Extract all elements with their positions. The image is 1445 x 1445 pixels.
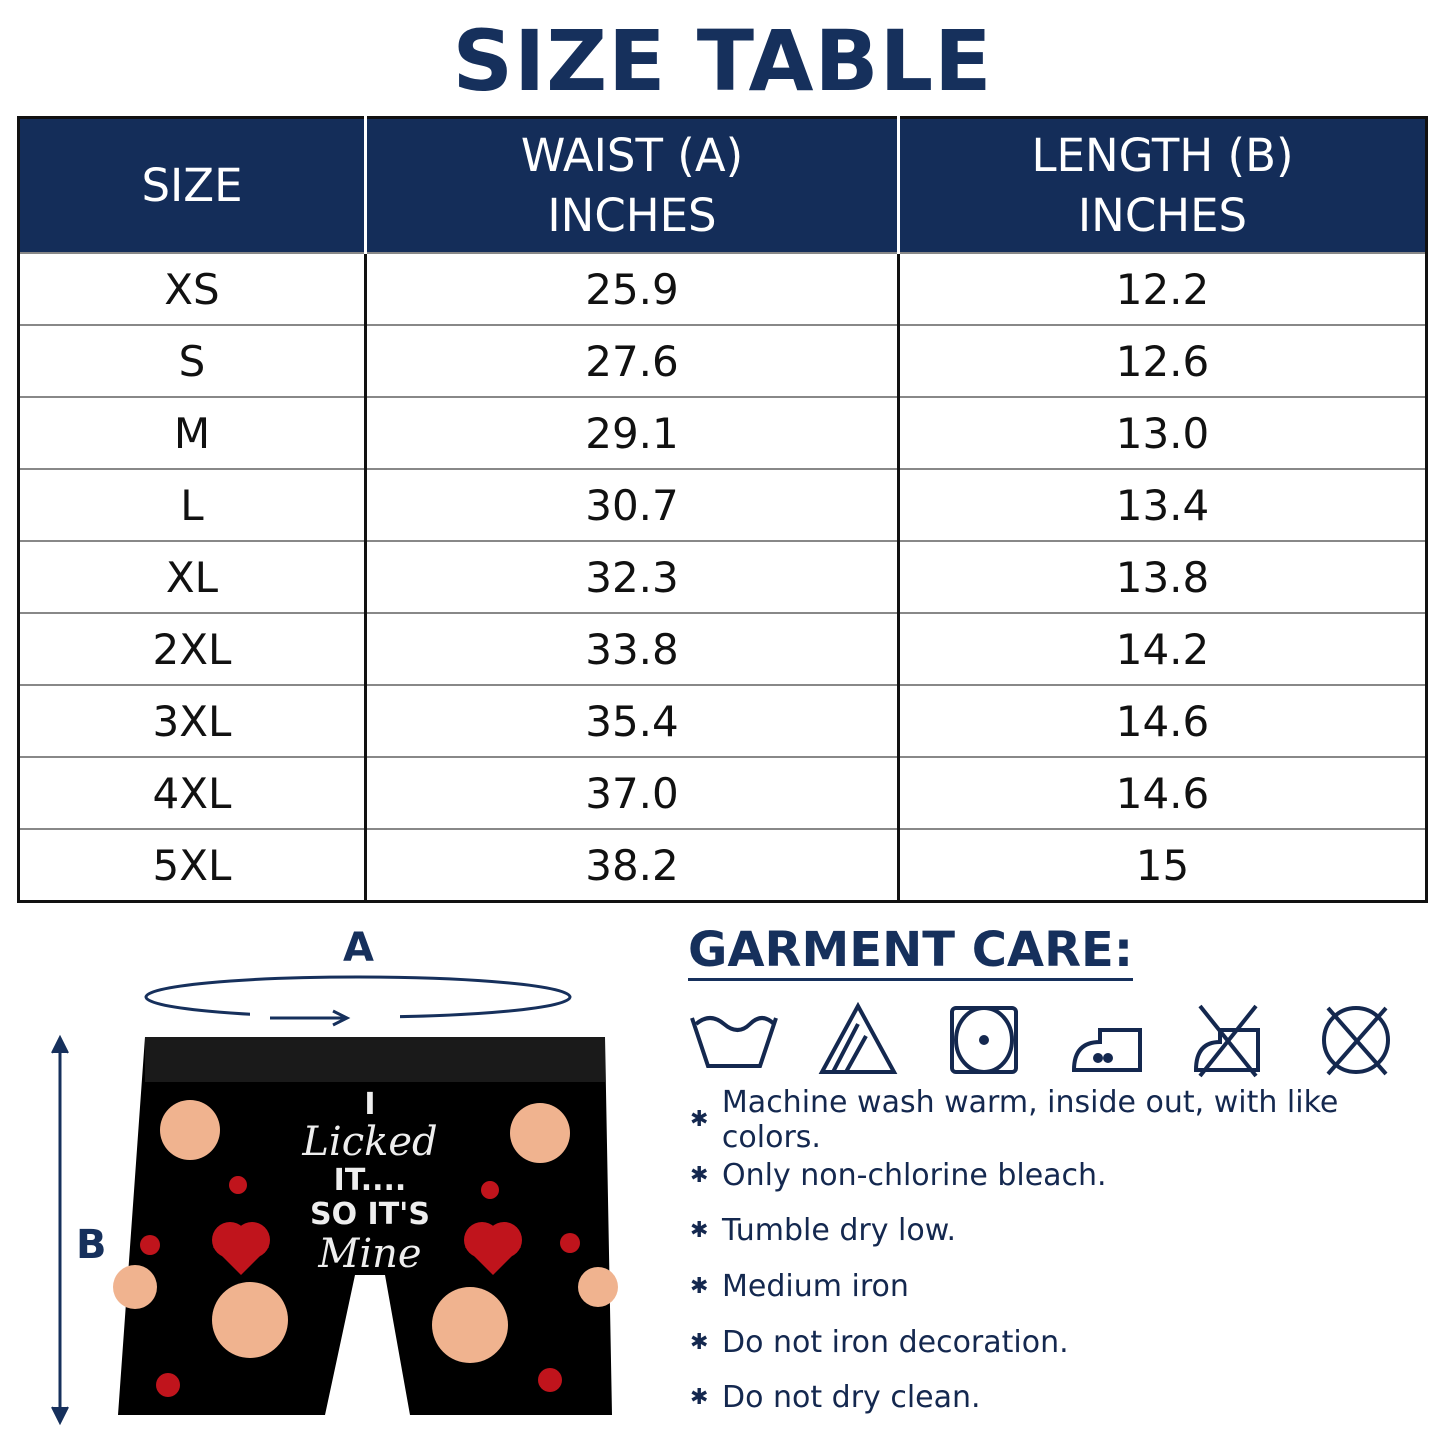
care-instructions: ✱ Machine wash warm, inside out, with lik…	[690, 1085, 1445, 1426]
table-header-row: SIZE WAIST (A) INCHES LENGTH (B) INCHES	[18, 117, 1427, 253]
do-not-iron-icon	[1193, 1004, 1260, 1078]
do-not-dry-clean-icon	[1322, 1006, 1390, 1076]
length-cell: 13.4	[897, 468, 1427, 541]
size-cell: M	[18, 396, 366, 469]
slogan-line: IT....	[333, 1163, 407, 1198]
length-cell: 15	[897, 828, 1427, 902]
size-cell: XS	[18, 252, 366, 325]
size-cell: 2XL	[18, 612, 366, 685]
table-row: 2XL 33.8 14.2	[18, 612, 1427, 685]
waist-cell: 33.8	[364, 612, 899, 685]
medium-iron-icon	[1071, 1028, 1142, 1072]
waist-cell: 25.9	[364, 252, 899, 325]
bullet-icon: ✱	[690, 1274, 709, 1300]
size-cell: L	[18, 468, 366, 541]
care-text: Tumble dry low.	[722, 1213, 957, 1249]
header-text: WAIST (A)	[520, 128, 744, 182]
waist-cell: 35.4	[364, 684, 899, 757]
table-row: XS 25.9 12.2	[18, 252, 1427, 325]
size-cell: XL	[18, 540, 366, 613]
care-text: Only non-chlorine bleach.	[722, 1157, 1107, 1193]
length-cell: 12.6	[897, 324, 1427, 397]
waist-cell: 37.0	[364, 756, 899, 829]
bullet-icon: ✱	[690, 1218, 709, 1244]
tumble-dry-low-icon	[950, 1006, 1018, 1074]
length-arrow-icon	[51, 1034, 69, 1426]
size-cell: 4XL	[18, 756, 366, 829]
care-text: Do not iron decoration.	[722, 1324, 1069, 1360]
wash-warm-icon	[690, 1016, 778, 1068]
table-row: S 27.6 12.6	[18, 324, 1427, 397]
size-cell: 5XL	[18, 828, 366, 902]
header-unit: INCHES	[1077, 188, 1248, 242]
table-row: 5XL 38.2 15	[18, 828, 1427, 902]
care-icons	[690, 1002, 1390, 1078]
header-unit: INCHES	[547, 188, 717, 242]
heart-prints	[140, 1176, 580, 1397]
table-row: 4XL 37.0 14.6	[18, 756, 1427, 829]
slogan-line: I	[364, 1087, 376, 1122]
header-text: LENGTH (B)	[1031, 128, 1294, 182]
slogan-line: SO IT'S	[310, 1197, 430, 1232]
length-cell: 14.6	[897, 756, 1427, 829]
header-length: LENGTH (B) INCHES	[897, 117, 1427, 253]
bullet-icon: ✱	[690, 1385, 709, 1411]
waist-cell: 32.3	[364, 540, 899, 613]
care-text: Do not dry clean.	[722, 1380, 981, 1416]
care-item: ✱ Only non-chlorine bleach.	[690, 1148, 1445, 1204]
label-a: A	[343, 925, 374, 971]
header-waist: WAIST (A) INCHES	[364, 117, 899, 253]
table-row: L 30.7 13.4	[18, 468, 1427, 541]
length-cell: 13.0	[897, 396, 1427, 469]
waist-arrow-icon	[270, 1009, 351, 1027]
boxer-diagram	[51, 975, 618, 1426]
care-item: ✱ Do not iron decoration.	[690, 1314, 1445, 1370]
waist-cell: 30.7	[364, 468, 899, 541]
care-text: Machine wash warm, inside out, with like…	[721, 1084, 1339, 1155]
length-cell: 14.2	[897, 612, 1427, 685]
header-text: SIZE	[141, 158, 243, 212]
waistband	[145, 1037, 605, 1082]
bullet-icon: ✱	[690, 1329, 709, 1355]
care-item: ✱ Do not dry clean.	[690, 1370, 1445, 1426]
size-table: SIZE WAIST (A) INCHES LENGTH (B) INCHES XS…	[17, 116, 1428, 903]
care-item: ✱ Tumble dry low.	[690, 1203, 1445, 1259]
care-item: ✱ Machine wash warm, inside out, with lik…	[690, 1085, 1445, 1155]
care-text: Medium iron	[722, 1269, 909, 1305]
waist-cell: 27.6	[364, 324, 899, 397]
waist-cell: 29.1	[364, 396, 899, 469]
waist-cell: 38.2	[364, 828, 899, 902]
garment-care-heading: GARMENT CARE:	[688, 922, 1134, 981]
bullet-icon: ✱	[690, 1162, 709, 1188]
table-row: 3XL 35.4 14.6	[18, 684, 1427, 757]
size-cell: 3XL	[18, 684, 366, 757]
face-prints	[113, 1100, 618, 1363]
size-cell: S	[18, 324, 366, 397]
non-chlorine-bleach-icon	[818, 1002, 898, 1074]
care-item: ✱ Medium iron	[690, 1259, 1445, 1315]
ellipse-gap	[250, 1009, 400, 1023]
bullet-icon: ✱	[690, 1107, 709, 1133]
length-cell: 13.8	[897, 540, 1427, 613]
slogan-line: Licked	[302, 1119, 438, 1165]
header-size: SIZE	[18, 117, 366, 253]
label-b: B	[76, 1222, 107, 1268]
table-row: XL 32.3 13.8	[18, 540, 1427, 613]
length-cell: 14.6	[897, 684, 1427, 757]
print-slogan: I Licked IT.... SO IT'S Mine	[290, 1087, 450, 1277]
table-row: M 29.1 13.0	[18, 396, 1427, 469]
slogan-line: Mine	[318, 1231, 422, 1277]
length-cell: 12.2	[897, 252, 1427, 325]
page-title: SIZE TABLE	[452, 12, 993, 110]
